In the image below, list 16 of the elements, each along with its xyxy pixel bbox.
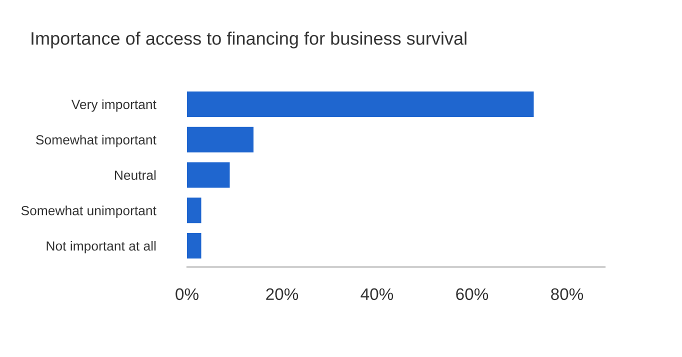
y-tick-label: Somewhat unimportant bbox=[21, 206, 156, 218]
bar bbox=[187, 198, 202, 224]
y-tick-label: Neutral bbox=[114, 170, 156, 180]
chart-title: Importance of access to financing for business survival bbox=[32, 32, 466, 48]
x-tick-label: 80% bbox=[551, 288, 584, 300]
y-tick-label: Very important bbox=[71, 99, 156, 112]
x-tick-label: 60% bbox=[456, 288, 488, 300]
y-tick-label: Somewhat important bbox=[36, 134, 156, 148]
bar bbox=[187, 162, 230, 188]
x-tick-label: 40% bbox=[360, 288, 394, 300]
bar bbox=[187, 233, 202, 259]
y-tick-label: Not important at all bbox=[46, 240, 156, 254]
bar bbox=[187, 126, 254, 152]
x-tick-label: 0% bbox=[176, 288, 198, 300]
x-tick-label: 20% bbox=[266, 288, 298, 300]
bar bbox=[187, 91, 534, 117]
